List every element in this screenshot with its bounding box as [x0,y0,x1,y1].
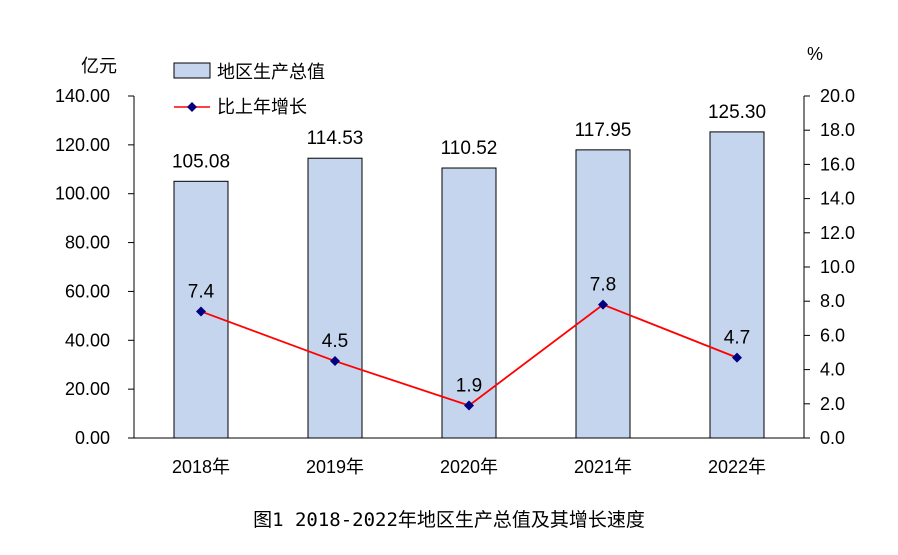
bar-value-label: 117.95 [575,120,632,141]
right-tick-label: 10.0 [820,257,855,277]
growth-value-label: 7.8 [590,275,616,296]
left-tick-label: 0.00 [75,428,110,448]
left-tick-label: 100.00 [55,184,110,204]
growth-value-label: 1.9 [456,376,482,397]
legend: 地区生产总值 比上年增长 [173,62,325,117]
right-axis-unit: % [807,44,823,64]
x-tick-label: 2020年 [440,457,498,477]
right-axis-ticks: 0.0 2.0 4.0 6.0 8.0 10.0 12.0 14.0 16.0 18.0 20.0 [804,86,855,448]
right-tick-label: 14.0 [820,189,855,209]
left-tick-label: 20.00 [65,379,110,399]
x-axis-labels: 2018年 2019年 2020年 2021年 2022年 [172,457,766,477]
left-tick-label: 120.00 [55,135,110,155]
bar-value-label: 125.30 [708,102,766,123]
bar-value-label: 114.53 [307,128,364,149]
x-tick-label: 2019年 [306,457,364,477]
bar-value-label: 110.52 [441,138,498,159]
growth-point-2018年 [196,306,206,317]
bar-2019年 [307,157,363,439]
growth-point-2022年 [732,352,742,363]
right-tick-label: 6.0 [820,325,845,345]
right-tick-label: 0.0 [820,428,845,448]
legend-line-label: 比上年增长 [217,97,307,117]
left-tick-label: 40.00 [65,330,110,350]
left-axis-unit: 亿元 [81,56,117,76]
left-tick-label: 80.00 [65,233,110,253]
growth-value-label: 4.5 [322,331,348,352]
left-tick-label: 60.00 [65,281,110,301]
growth-value-label: 4.7 [724,328,750,349]
right-tick-label: 20.0 [820,86,855,106]
x-tick-label: 2021年 [574,457,632,477]
legend-line-marker [187,102,197,112]
growth-point-2019年 [330,356,340,367]
chart-caption: 图1 2018-2022年地区生产总值及其增长速度 [253,509,645,531]
bar-2021年 [575,149,631,439]
growth-point-2020年 [464,400,474,411]
growth-point-2021年 [598,299,608,310]
left-tick-label: 140.00 [55,86,110,106]
right-tick-label: 16.0 [820,154,855,174]
legend-bar-label: 地区生产总值 [217,62,325,82]
growth-value-label: 7.4 [188,281,215,302]
right-tick-label: 18.0 [820,120,855,140]
right-tick-label: 4.0 [820,360,845,380]
right-tick-label: 8.0 [820,291,845,311]
growth-line-series: 7.4 4.5 1.9 7.8 4.7 [188,275,750,411]
legend-bar-swatch [173,62,211,79]
bar-value-labels: 105.08 114.53 110.52 117.95 125.30 [172,102,766,172]
bar-value-label: 105.08 [172,151,230,172]
right-tick-label: 12.0 [820,223,855,243]
left-axis-ticks: 0.00 20.00 40.00 60.00 80.00 100.00 120.00 140.… [55,86,134,448]
bar-2022年 [709,131,765,439]
x-tick-label: 2018年 [172,457,230,477]
right-tick-label: 2.0 [820,394,845,414]
bar-2020年 [441,167,497,439]
x-tick-label: 2022年 [708,457,766,477]
